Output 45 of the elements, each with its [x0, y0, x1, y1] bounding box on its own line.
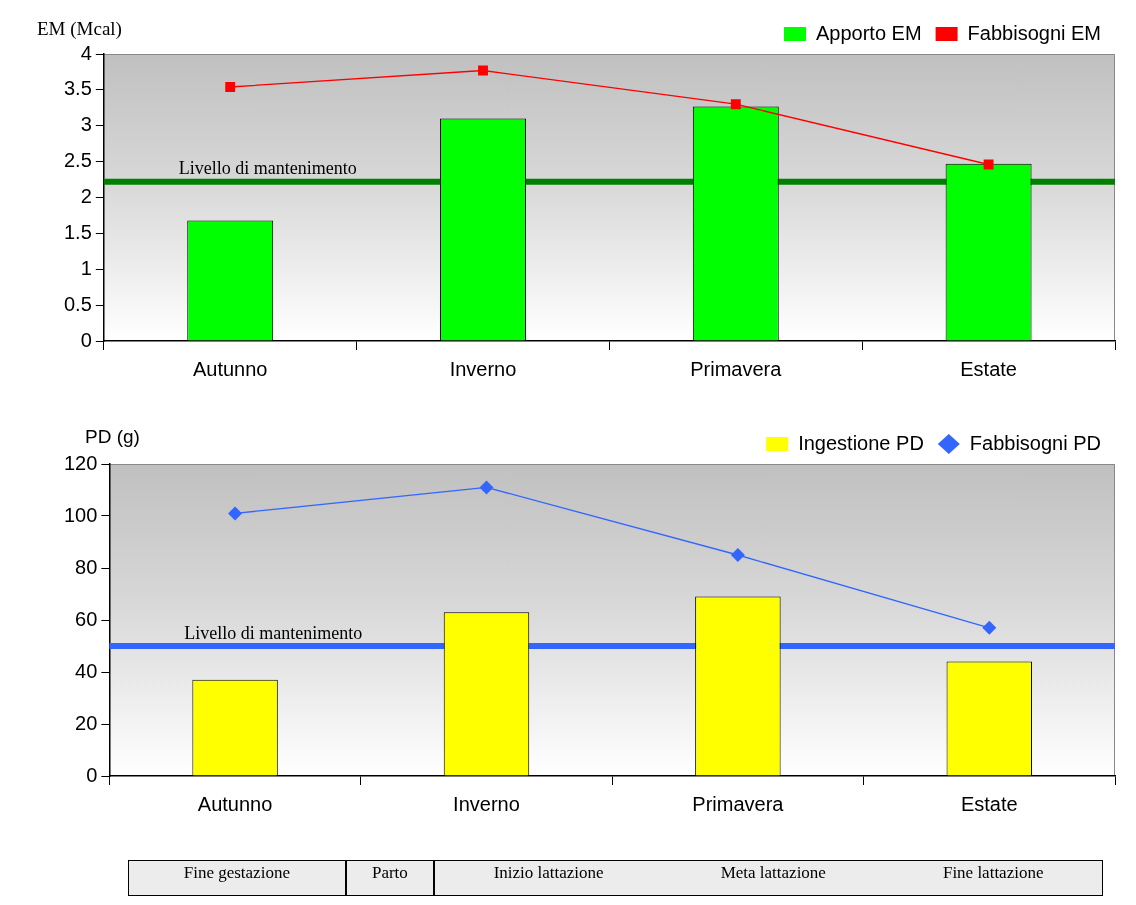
point [479, 480, 494, 495]
y-tick-label: 3 [80, 113, 92, 136]
ref-line-label: Livello di mantenimento [184, 622, 363, 643]
y-tick-label: 60 [75, 607, 98, 630]
y-axis-title: PD (g) [85, 426, 140, 448]
x-tick-label: Autunno [192, 357, 268, 380]
ref-line-label: Livello di mantenimento [178, 158, 357, 179]
point [983, 159, 994, 170]
y-tick-label: 20 [75, 711, 98, 734]
y-tick-label: 4 [80, 41, 92, 64]
y-tick-label: 80 [75, 555, 98, 578]
point [982, 620, 997, 635]
y-tick-label: 0 [86, 763, 98, 786]
text: Parto [371, 863, 408, 883]
legend-label: Fabbisogni EM [967, 21, 1102, 44]
legend-label: Fabbisogni PD [969, 431, 1102, 454]
x-tick-label: Estate [960, 357, 1017, 380]
x-tick-label: Inverno [449, 357, 517, 380]
text: Fine gestazione [183, 863, 290, 883]
y-tick-label: 0.5 [63, 292, 92, 315]
text: Inizio lattazione [493, 863, 604, 883]
x-tick-label: Primavera [692, 792, 785, 815]
y-tick-label: 120 [63, 451, 98, 474]
y-tick-label: 0 [80, 328, 92, 351]
x-tick-label: Estate [960, 792, 1018, 815]
y-tick-label: 40 [75, 659, 98, 682]
point [730, 548, 745, 562]
point [730, 99, 741, 110]
x-tick-label: Autunno [197, 792, 273, 815]
y-tick-label: 1.5 [63, 220, 92, 243]
text: Fine lattazione [942, 863, 1044, 883]
x-tick-label: Primavera [690, 357, 783, 380]
y-tick-label: 3.5 [63, 77, 92, 100]
y-tick-label: 100 [63, 503, 98, 526]
y-tick-label: 2 [80, 185, 92, 208]
point [228, 506, 243, 521]
legend-label: Apporto EM [816, 21, 922, 44]
point [225, 82, 236, 92]
y-tick-label: 1 [80, 256, 92, 279]
legend-label: Ingestione PD [798, 431, 924, 454]
text: Meta lattazione [720, 863, 826, 883]
y-axis-title: EM (Mcal) [37, 18, 122, 40]
y-tick-label: 2.5 [63, 149, 92, 172]
point [478, 65, 488, 76]
x-tick-label: Inverno [453, 792, 520, 815]
